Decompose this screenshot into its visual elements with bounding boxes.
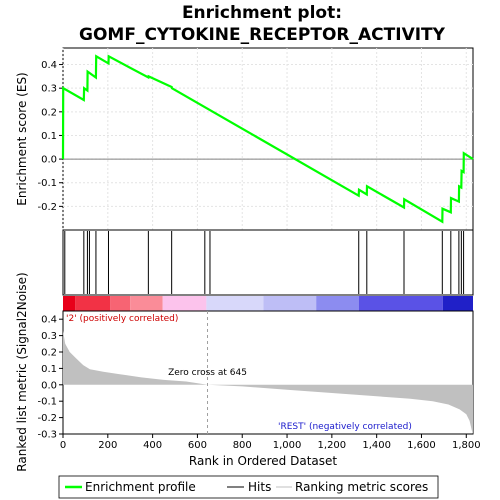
metric-ytick-label: 0.0 <box>41 380 57 391</box>
heatmap-segment <box>130 296 163 311</box>
es-ytick-label: -0.1 <box>37 178 57 189</box>
legend-box <box>58 475 439 499</box>
enrichment-profile-line <box>61 54 474 224</box>
heatmap-segment <box>316 296 359 311</box>
x-tick-label: 200 <box>98 440 117 451</box>
x-tick-label: 600 <box>188 440 207 451</box>
negative-correlation-label: 'REST' (negatively correlated) <box>278 422 412 432</box>
x-tick-label: 1,400 <box>362 440 391 451</box>
hit-markers <box>64 231 465 294</box>
es-y-ticks: -0.2 -0.1 0.0 0.1 0.2 0.3 0.4 <box>37 60 63 213</box>
positive-correlation-label: '2' (positively correlated) <box>66 314 178 324</box>
metric-ytick-label: -0.1 <box>37 397 57 408</box>
x-tick-label: 1,800 <box>452 440 481 451</box>
legend-hits-label: Hits <box>248 480 271 494</box>
x-axis-label: Rank in Ordered Dataset <box>189 454 337 468</box>
legend-metric-label: Ranking metric scores <box>295 480 428 494</box>
metric-ytick-label: 0.3 <box>41 331 57 342</box>
es-ytick-label: 0.4 <box>41 60 57 71</box>
heatmap-segment <box>75 296 111 311</box>
metric-ytick-label: -0.2 <box>37 413 57 424</box>
metric-panel: -0.3 -0.2 -0.1 0.0 0.1 0.2 0.3 0.4 Zero cross a… <box>15 272 474 472</box>
metric-y-ticks: -0.3 -0.2 -0.1 0.0 0.1 0.2 0.3 0.4 <box>37 315 63 441</box>
heatmap-segment <box>110 296 131 311</box>
x-axis-ticks: 0 200 400 600 800 1,000 1,200 1,400 1,600 1,800 <box>60 434 481 451</box>
legend: Enrichment profile Hits Ranking metric s… <box>58 475 439 499</box>
heatmap-segment <box>358 296 443 311</box>
x-tick-label: 1,000 <box>273 440 302 451</box>
es-ytick-label: 0.3 <box>41 84 57 95</box>
zero-cross-label: Zero cross at 645 <box>168 368 247 378</box>
es-ylabel: Enrichment score (ES) <box>15 72 29 205</box>
heatmap-segment <box>442 296 473 311</box>
x-tick-label: 0 <box>60 440 66 451</box>
chart-title-line1: Enrichment plot: <box>182 3 342 23</box>
metric-ytick-label: 0.2 <box>41 348 57 359</box>
heatmap-segment <box>263 296 317 311</box>
hits-frame <box>62 229 474 296</box>
es-panel: -0.2 -0.1 0.0 0.1 0.2 0.3 0.4 Enrichment score… <box>15 47 474 231</box>
es-ytick-label: 0.1 <box>41 131 57 142</box>
metric-ytick-label: -0.3 <box>37 430 57 441</box>
ranked-heatmap-bar <box>63 296 473 311</box>
x-tick-label: 800 <box>233 440 252 451</box>
heatmap-segment <box>162 296 207 311</box>
es-ytick-label: -0.2 <box>37 202 57 213</box>
metric-plot-frame <box>62 310 474 435</box>
ranking-metric-area <box>63 330 473 434</box>
metric-ylabel: Ranked list metric (Signal2Noise) <box>15 272 29 471</box>
x-tick-label: 400 <box>143 440 162 451</box>
es-ytick-label: 0.0 <box>41 155 57 166</box>
x-tick-label: 1,600 <box>407 440 436 451</box>
legend-enrichment-label: Enrichment profile <box>85 480 196 494</box>
es-ytick-label: 0.2 <box>41 107 57 118</box>
hits-panel <box>62 229 474 296</box>
heatmap-segment <box>206 296 264 311</box>
metric-ytick-label: 0.1 <box>41 364 57 375</box>
x-tick-label: 1,200 <box>318 440 347 451</box>
heatmap-segment <box>63 296 76 311</box>
chart-title-line2: GOMF_CYTOKINE_RECEPTOR_ACTIVITY <box>79 25 446 45</box>
metric-ytick-label: 0.4 <box>41 315 57 326</box>
